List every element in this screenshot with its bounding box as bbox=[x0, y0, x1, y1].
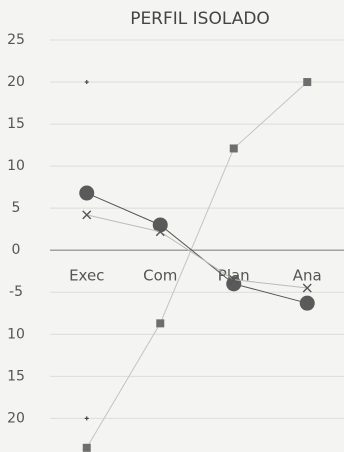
square-marker bbox=[303, 78, 312, 87]
square-marker bbox=[82, 443, 91, 452]
circle-marker bbox=[226, 276, 242, 292]
x-marker bbox=[82, 210, 92, 220]
y-tick-label: 25 bbox=[7, 32, 25, 48]
square-marker bbox=[229, 144, 238, 153]
circle-marker bbox=[299, 295, 315, 311]
series-line bbox=[86, 192, 308, 304]
x-marker bbox=[155, 227, 165, 237]
circle-marker bbox=[79, 185, 95, 201]
y-tick-label: 10 bbox=[7, 326, 25, 342]
x-marker bbox=[302, 283, 312, 293]
y-tick-label: 15 bbox=[7, 368, 25, 384]
x-marker bbox=[229, 275, 239, 285]
series-line bbox=[86, 81, 308, 449]
x-tick-label: Exec bbox=[69, 267, 104, 285]
chart-title: PERFIL ISOLADO bbox=[130, 9, 270, 29]
y-tick-label: 20 bbox=[7, 74, 25, 90]
series-line bbox=[86, 214, 308, 289]
x-tick-label: Ana bbox=[293, 267, 322, 285]
y-tick-label: 20 bbox=[7, 410, 25, 426]
plus-marker bbox=[84, 80, 89, 85]
square-marker bbox=[156, 319, 165, 328]
y-tick-label: 15 bbox=[7, 116, 25, 132]
plus-marker bbox=[84, 416, 89, 421]
x-tick-label: Com bbox=[143, 267, 177, 285]
y-tick-label: 0 bbox=[12, 242, 21, 258]
y-tick-label: 10 bbox=[7, 158, 25, 174]
y-tick-label: -5 bbox=[9, 284, 23, 300]
y-tick-label: 5 bbox=[12, 200, 21, 216]
